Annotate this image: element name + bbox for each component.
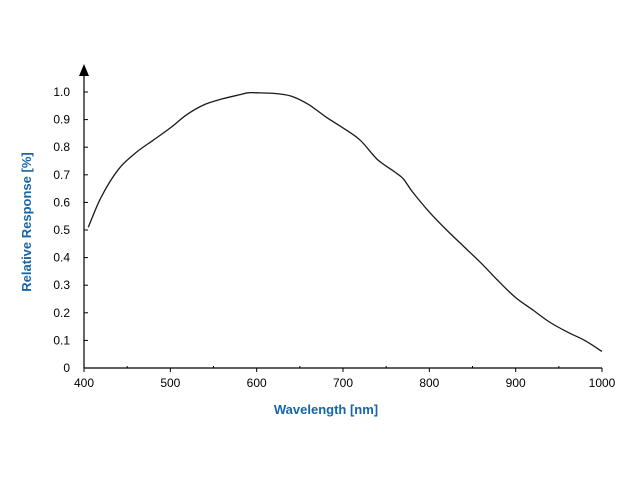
y-tick-label: 0.8 (53, 140, 70, 154)
y-tick-label: 0.9 (53, 113, 70, 127)
x-tick-label: 500 (160, 376, 180, 390)
y-tick-label: 0.7 (53, 168, 70, 182)
axes (79, 64, 602, 369)
series-line (87, 91, 603, 352)
y-tick-label: 0.4 (53, 251, 70, 265)
x-tick-label: 600 (247, 376, 267, 390)
x-tick-label: 800 (419, 376, 439, 390)
y-tick-label: 0.1 (53, 333, 70, 347)
y-tick-label: 0 (63, 361, 70, 375)
y-tick-label: 1.0 (53, 85, 70, 99)
x-tick-label: 1000 (589, 376, 616, 390)
x-tick-label: 700 (333, 376, 353, 390)
x-tick-label: 900 (506, 376, 526, 390)
y-tick-label: 0.6 (53, 195, 70, 209)
x-tick-label: 400 (74, 376, 94, 390)
y-axis-title: Relative Response [%] (19, 152, 34, 291)
y-tick-label: 0.5 (53, 223, 70, 237)
x-axis-title: Wavelength [nm] (274, 402, 378, 417)
y-ticks: 0 0.1 0.2 0.3 0.4 0.5 0.6 0.7 0.8 0.9 1.0 (53, 85, 88, 375)
y-tick-label: 0.3 (53, 278, 70, 292)
y-axis-arrow (79, 64, 89, 76)
x-ticks: 400 500 600 700 800 900 1000 (74, 366, 616, 390)
y-tick-label: 0.2 (53, 306, 70, 320)
series-layer (87, 91, 603, 352)
